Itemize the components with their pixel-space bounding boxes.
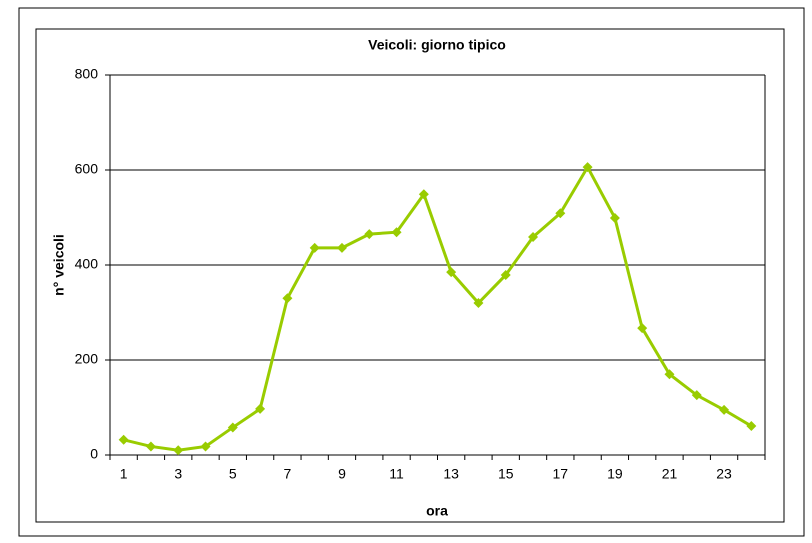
data-point (719, 404, 730, 415)
data-point (664, 369, 675, 380)
x-tick-label: 7 (283, 466, 291, 482)
series-line (123, 164, 753, 452)
data-point (637, 323, 648, 334)
y-tick-label: 600 (75, 161, 99, 177)
data-point (173, 445, 184, 456)
x-tick-label: 17 (553, 466, 569, 482)
x-tick-label: 11 (389, 466, 404, 482)
y-tick-label: 800 (75, 66, 99, 82)
data-point (446, 267, 457, 278)
y-tick-label: 400 (75, 256, 99, 272)
x-tick-label: 9 (338, 466, 346, 482)
data-point (200, 441, 211, 452)
x-axis-label: ora (426, 503, 448, 519)
chart-title: Veicoli: giorno tipico (368, 37, 506, 53)
x-tick-label: 3 (174, 466, 182, 482)
data-point (145, 441, 156, 452)
x-tick-label: 5 (229, 466, 237, 482)
data-point (364, 229, 375, 240)
data-point (473, 298, 484, 308)
data-point (227, 422, 238, 433)
data-point (391, 227, 402, 238)
data-point (255, 403, 266, 414)
x-tick-label: 1 (120, 466, 128, 482)
x-tick-label: 21 (662, 466, 678, 482)
data-point (282, 293, 293, 304)
data-point (418, 189, 429, 200)
data-point (118, 434, 129, 445)
chart-frame (35, 28, 785, 523)
data-point (582, 162, 593, 173)
data-point (691, 390, 702, 401)
data-point (500, 269, 511, 280)
x-tick-label: 23 (716, 466, 732, 482)
data-point (555, 208, 566, 219)
data-point (609, 212, 620, 223)
y-tick-label: 0 (90, 446, 98, 462)
y-tick-label: 200 (75, 351, 99, 367)
data-point (746, 421, 757, 432)
data-point (309, 242, 320, 253)
x-tick-label: 15 (498, 466, 514, 482)
x-tick-label: 13 (443, 466, 459, 482)
y-axis-label: n° veicoli (51, 234, 67, 296)
data-point (528, 231, 539, 242)
x-tick-label: 19 (607, 466, 623, 482)
data-point (336, 242, 347, 253)
